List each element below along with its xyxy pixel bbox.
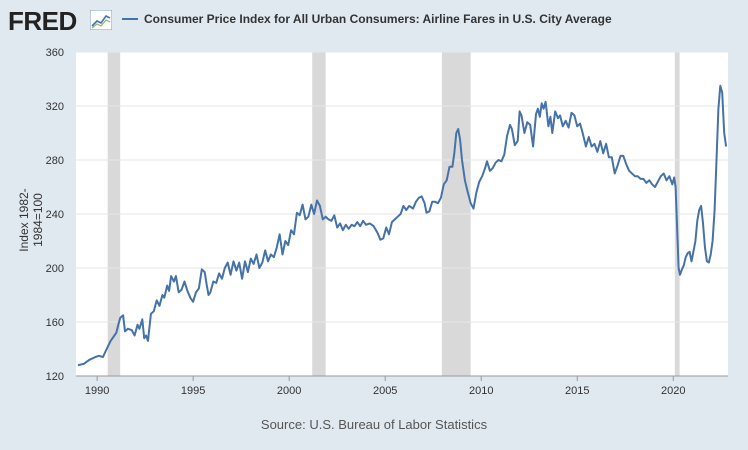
source-note: Source: U.S. Bureau of Labor Statistics [260,417,488,432]
y-tick-label: 280 [46,155,64,167]
x-tick-label: 2005 [373,385,397,397]
x-tick-label: 2000 [277,385,301,397]
x-tick-label: 1990 [85,385,109,397]
x-tick-label: 2015 [565,385,589,397]
x-tick-label: 2020 [661,385,685,397]
fred-logo[interactable]: FRED [8,6,77,36]
y-tick-label: 240 [46,209,64,221]
legend-series-label: Consumer Price Index for All Urban Consu… [144,12,612,26]
fred-chart-logo-icon [90,10,112,30]
y-tick-label: 120 [46,371,64,383]
x-tick-label: 2010 [469,385,493,397]
x-tick-label: 1995 [181,385,205,397]
chart-legend[interactable]: Consumer Price Index for All Urban Consu… [122,12,612,26]
y-tick-label: 160 [46,317,64,329]
legend-swatch [122,18,138,20]
line-chart: 120 160 200 240 280 320 360 1990 1995 2000 2005 201… [46,47,728,397]
y-tick-label: 320 [46,101,64,113]
cpi-airline-fares-line [77,84,728,367]
y-tick-label: 200 [46,263,64,275]
y-tick-label: 360 [46,47,64,59]
